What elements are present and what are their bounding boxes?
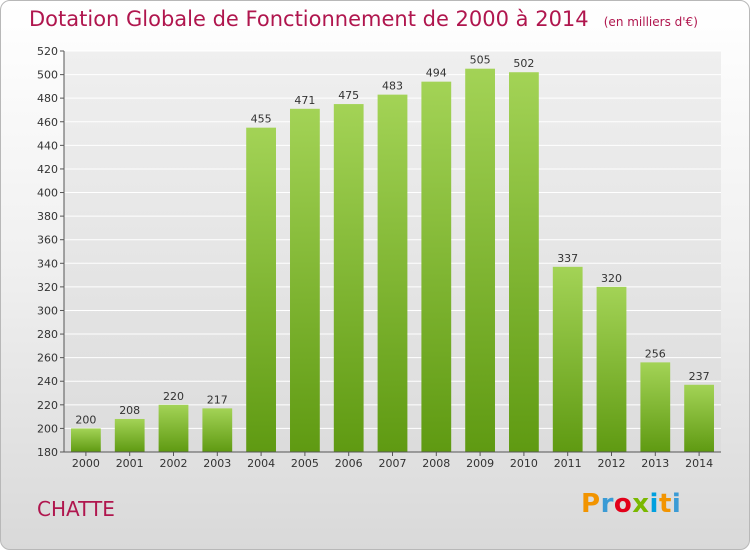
value-label-2012: 320	[601, 272, 622, 285]
bar-2006[interactable]	[333, 104, 364, 452]
value-label-2011: 337	[557, 252, 578, 265]
value-label-2002: 220	[163, 390, 184, 403]
y-tick-label: 440	[37, 139, 58, 152]
x-tick-label-2008: 2008	[422, 457, 450, 470]
y-tick-label: 220	[37, 399, 58, 412]
chart-subtitle: (en milliers d'€)	[603, 15, 698, 29]
x-tick-label-2003: 2003	[203, 457, 231, 470]
chart-title: Dotation Globale de Fonctionnement de 20…	[29, 7, 589, 31]
x-tick-label-2005: 2005	[291, 457, 319, 470]
value-label-2007: 483	[382, 80, 403, 93]
bar-2003[interactable]	[202, 408, 233, 452]
value-label-2009: 505	[470, 54, 491, 67]
value-label-2013: 256	[645, 347, 666, 360]
y-tick-label: 280	[37, 328, 58, 341]
bar-2002[interactable]	[158, 404, 189, 452]
commune-name: CHATTE	[37, 497, 115, 521]
value-label-2003: 217	[207, 393, 228, 406]
bar-2001[interactable]	[114, 418, 145, 452]
y-tick-label: 320	[37, 281, 58, 294]
y-tick-label: 300	[37, 304, 58, 317]
y-tick-label: 380	[37, 210, 58, 223]
axes: 180 200 220 240 260 280 300 320 340 360 380 400 420 4…	[37, 45, 721, 470]
x-tick-label-2010: 2010	[510, 457, 538, 470]
x-tick-label-2006: 2006	[335, 457, 363, 470]
y-tick-label: 360	[37, 234, 58, 247]
x-tick-label-2000: 2000	[72, 457, 100, 470]
y-tick-label: 420	[37, 163, 58, 176]
bar-2011[interactable]	[552, 266, 583, 452]
x-tick-label-2013: 2013	[641, 457, 669, 470]
bar-2014[interactable]	[684, 384, 714, 452]
title-row: Dotation Globale de Fonctionnement de 20…	[29, 7, 698, 31]
bar-2009[interactable]	[465, 68, 495, 453]
y-tick-label: 500	[37, 69, 58, 82]
y-tick-label: 460	[37, 116, 58, 129]
bar-2007[interactable]	[377, 94, 408, 452]
bar-2004[interactable]	[246, 127, 276, 452]
bars: 200 208 220 217 455 471 475 483 494 505 502 337 320 2…	[71, 54, 714, 453]
bar-2010[interactable]	[509, 72, 539, 453]
value-label-2001: 208	[119, 404, 140, 417]
x-tick-label-2002: 2002	[160, 457, 188, 470]
y-tick-label: 200	[37, 422, 58, 435]
value-label-2005: 471	[294, 94, 315, 107]
x-tick-label-2014: 2014	[685, 457, 713, 470]
y-tick-label: 240	[37, 375, 58, 388]
y-tick-label: 260	[37, 352, 58, 365]
y-tick-label: 480	[37, 92, 58, 105]
bar-2013[interactable]	[640, 362, 671, 452]
x-tick-label-2007: 2007	[379, 457, 407, 470]
value-label-2006: 475	[338, 89, 359, 102]
bar-2008[interactable]	[421, 81, 452, 452]
bar-2005[interactable]	[290, 108, 320, 453]
value-label-2010: 502	[513, 57, 534, 70]
value-label-2008: 494	[426, 67, 447, 80]
x-tick-label-2011: 2011	[554, 457, 582, 470]
y-tick-label: 180	[37, 446, 58, 459]
x-tick-label-2001: 2001	[116, 457, 144, 470]
y-tick-label: 400	[37, 187, 58, 200]
value-label-2000: 200	[75, 413, 96, 426]
proxiti-logo[interactable]: Proxiti	[581, 489, 682, 519]
bar-2000[interactable]	[71, 428, 101, 452]
x-tick-label-2009: 2009	[466, 457, 494, 470]
x-tick-label-2012: 2012	[598, 457, 626, 470]
value-label-2014: 237	[689, 370, 710, 383]
y-tick-label: 520	[37, 45, 58, 58]
y-tick-label: 340	[37, 257, 58, 270]
bar-2012[interactable]	[596, 286, 627, 452]
x-tick-label-2004: 2004	[247, 457, 275, 470]
value-label-2004: 455	[251, 113, 272, 126]
